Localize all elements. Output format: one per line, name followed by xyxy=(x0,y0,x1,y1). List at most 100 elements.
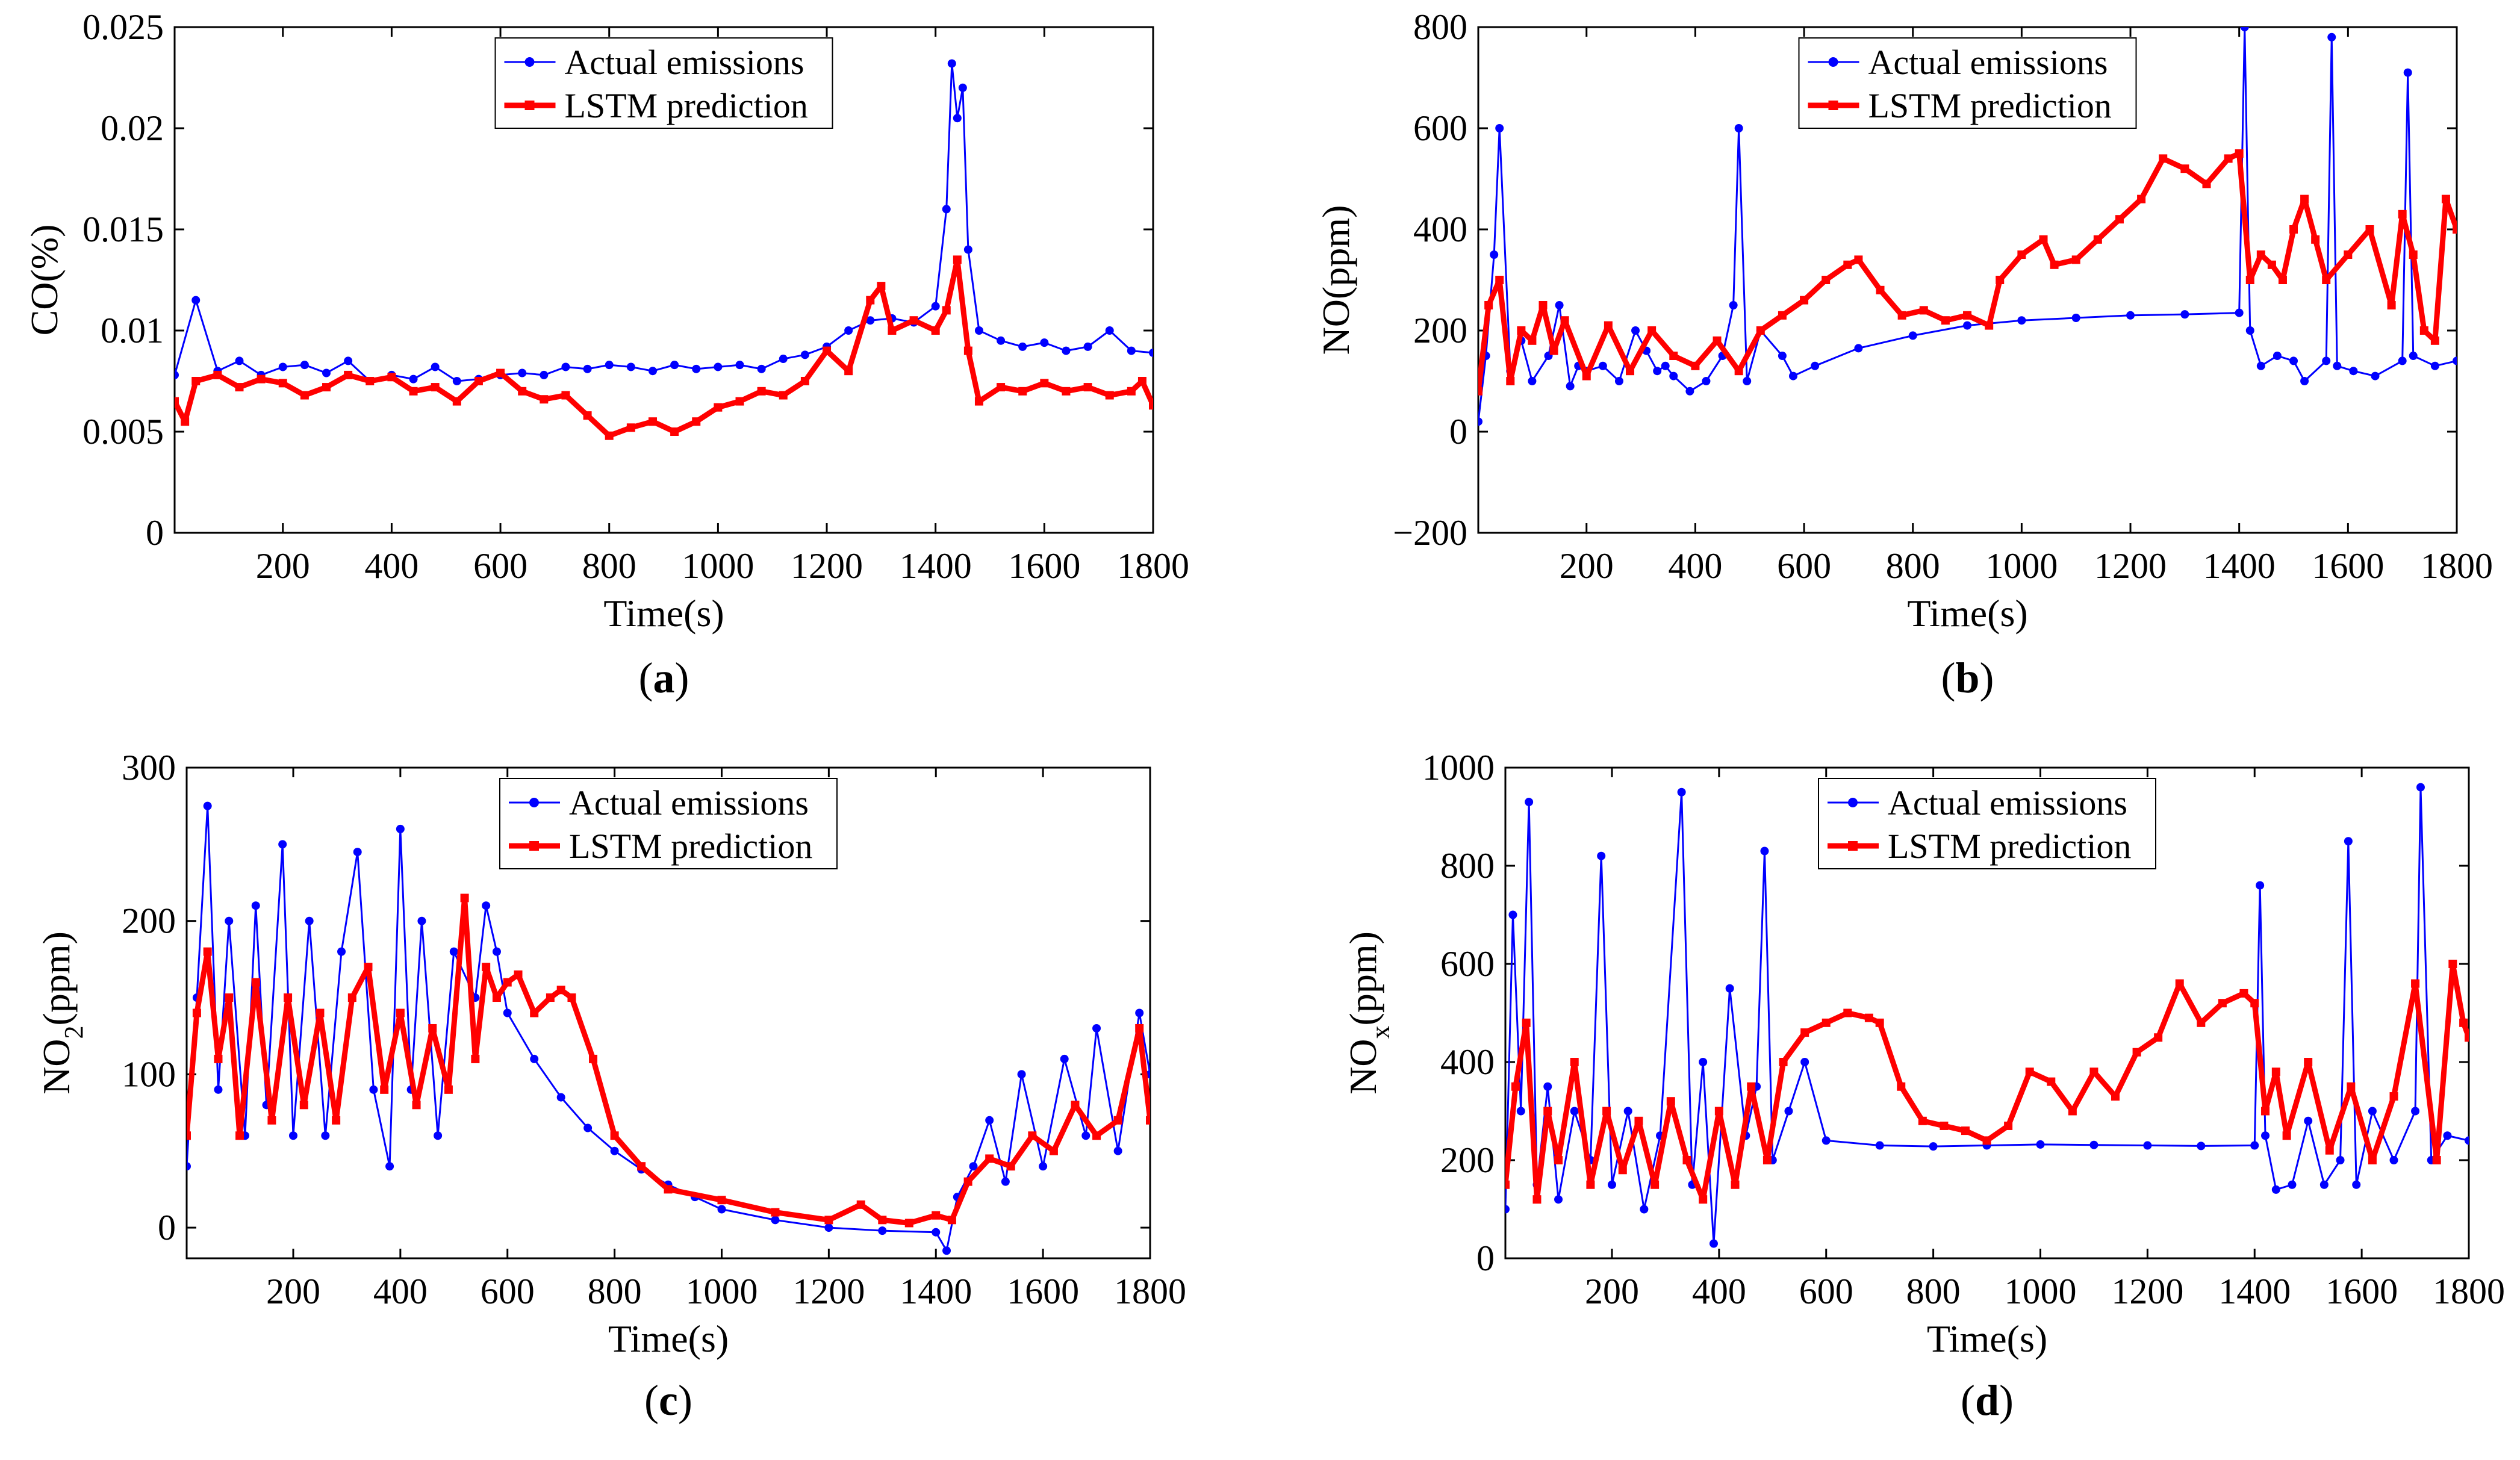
data-point xyxy=(2371,371,2380,381)
data-point xyxy=(1495,276,1504,284)
data-point xyxy=(2465,1033,2469,1042)
data-point xyxy=(648,417,657,426)
panel-caption: (d) xyxy=(1961,1376,2014,1424)
data-point xyxy=(692,417,701,426)
data-point xyxy=(2154,1033,2163,1042)
series-prediction xyxy=(1505,960,2469,1204)
data-point xyxy=(1081,1131,1090,1140)
y-axis-label-subscript: x xyxy=(1366,1025,1395,1039)
data-point xyxy=(1725,984,1734,993)
data-point xyxy=(380,1085,389,1094)
data-point xyxy=(779,355,788,364)
data-point xyxy=(2430,361,2439,370)
data-point xyxy=(2256,250,2265,259)
data-point xyxy=(387,373,396,382)
plot-frame xyxy=(1504,766,2470,1260)
data-point xyxy=(1731,1180,1740,1189)
data-point xyxy=(2333,361,2342,370)
data-point xyxy=(431,362,440,371)
data-point xyxy=(1685,387,1694,396)
data-point xyxy=(1843,1008,1852,1017)
data-point xyxy=(452,377,461,385)
data-point xyxy=(2368,1107,2377,1116)
data-point xyxy=(1478,387,1482,396)
data-point xyxy=(213,370,222,379)
x-tick-label: 400 xyxy=(373,1272,428,1311)
series-prediction xyxy=(187,893,1150,1228)
x-tick-label: 600 xyxy=(481,1272,535,1311)
data-point xyxy=(235,383,244,392)
data-point xyxy=(2093,235,2102,244)
data-point xyxy=(1083,342,1092,351)
x-axis-label: Time(s) xyxy=(1907,592,2027,635)
legend-box xyxy=(499,778,838,869)
x-tick-label: 800 xyxy=(1886,546,1940,586)
data-point xyxy=(1897,1082,1906,1091)
x-tick-label: 1400 xyxy=(2203,546,2276,586)
data-point xyxy=(2271,1185,2280,1194)
legend-label: LSTM prediction xyxy=(569,827,812,866)
data-point xyxy=(2311,235,2320,244)
data-point xyxy=(2261,1107,2270,1116)
y-tick-label: 600 xyxy=(1440,944,1495,984)
y-axis-label-unit: (ppm) xyxy=(35,931,78,1025)
data-point xyxy=(974,397,983,406)
data-point xyxy=(735,397,744,406)
data-point xyxy=(396,1008,405,1017)
data-point xyxy=(932,1211,941,1220)
data-point xyxy=(267,1116,276,1125)
data-point xyxy=(366,377,375,385)
data-point xyxy=(175,397,179,406)
data-point xyxy=(942,205,951,214)
data-point xyxy=(1669,371,1678,381)
data-point xyxy=(2387,301,2396,309)
data-point xyxy=(974,326,983,335)
data-point xyxy=(556,1093,565,1102)
legend-marker xyxy=(1828,57,1838,67)
panel-caption: (b) xyxy=(1941,654,1994,702)
data-point xyxy=(2327,33,2336,42)
panel-letter: c xyxy=(659,1376,678,1424)
legend-label: LSTM prediction xyxy=(1888,827,2131,866)
data-point xyxy=(191,377,201,385)
data-point xyxy=(610,1146,619,1155)
data-point xyxy=(2250,1141,2259,1150)
data-point xyxy=(444,1085,453,1094)
data-point xyxy=(214,1054,223,1063)
y-tick-label: 1000 xyxy=(1422,748,1495,787)
data-point xyxy=(2271,1067,2280,1076)
y-tick-label: 400 xyxy=(1413,210,1467,249)
data-point xyxy=(2197,1018,2206,1027)
data-point xyxy=(428,1024,437,1033)
y-tick-label: 0.02 xyxy=(101,108,164,148)
data-point xyxy=(2398,210,2407,219)
x-tick-label: 1000 xyxy=(682,546,754,586)
data-point xyxy=(540,395,549,404)
data-point xyxy=(1800,1028,1809,1037)
data-point xyxy=(1779,1058,1788,1066)
data-point xyxy=(1149,401,1153,410)
legend-marker xyxy=(529,798,539,807)
x-tick-label: 1200 xyxy=(2111,1272,2183,1311)
data-point xyxy=(2115,215,2124,224)
data-point xyxy=(322,383,331,392)
data-point xyxy=(1149,348,1153,357)
data-point xyxy=(735,361,744,370)
data-point xyxy=(482,963,491,972)
data-point xyxy=(2432,1156,2441,1164)
data-point xyxy=(1495,124,1504,132)
data-point xyxy=(963,346,972,355)
data-point xyxy=(460,893,469,902)
data-point xyxy=(2256,881,2265,890)
data-point xyxy=(1028,1131,1037,1140)
data-point xyxy=(2411,1107,2420,1116)
data-point xyxy=(1640,1205,1649,1214)
data-point xyxy=(1614,377,1623,385)
data-point xyxy=(2039,235,2048,244)
data-point xyxy=(2111,1092,2120,1101)
y-tick-label: 800 xyxy=(1413,7,1467,47)
data-point xyxy=(1756,326,1765,335)
data-point xyxy=(1554,1156,1563,1164)
y-tick-label: 0.01 xyxy=(101,311,164,350)
data-point xyxy=(997,383,1006,392)
